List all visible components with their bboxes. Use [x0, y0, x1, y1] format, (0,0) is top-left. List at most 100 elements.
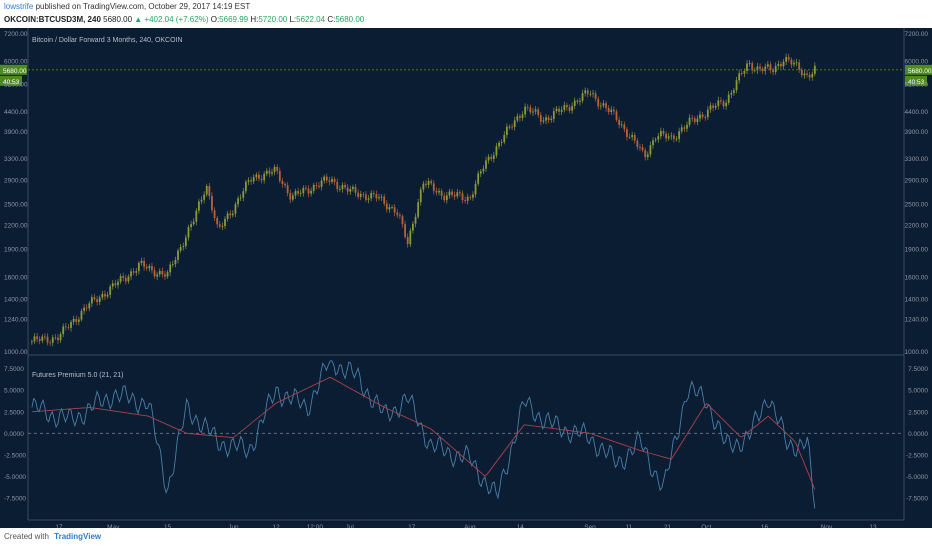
price-axis-right-tick: 2500.00 — [905, 202, 929, 209]
candle-body — [302, 187, 305, 194]
candle-body — [320, 180, 323, 187]
oscillator-axis-left-tick: 5.0000 — [4, 388, 24, 395]
candle-body — [51, 337, 54, 343]
candle-body — [187, 227, 190, 238]
candle-body — [208, 186, 211, 196]
candle-body — [787, 57, 790, 60]
candle-body — [811, 73, 814, 78]
candle-body — [667, 136, 670, 139]
candle-body — [323, 176, 326, 181]
candle-body — [584, 90, 587, 94]
candle-body — [93, 297, 96, 300]
candle-body — [764, 66, 767, 72]
candle-body — [472, 194, 474, 198]
time-axis-tick: 14 — [517, 524, 525, 528]
candle-body — [57, 337, 59, 341]
candle-body — [673, 135, 675, 139]
candle-body — [644, 150, 647, 158]
candle-body — [140, 260, 143, 264]
price-axis-right-tick: 1900.00 — [905, 246, 929, 253]
candle-body — [234, 204, 237, 214]
candle-body — [652, 140, 654, 146]
time-axis-tick: 21 — [664, 524, 672, 528]
candle-body — [532, 111, 534, 113]
candle-body — [96, 299, 99, 303]
candle-body — [516, 116, 519, 121]
candle-body — [490, 156, 493, 159]
candle-body — [132, 271, 135, 273]
candle-body — [780, 63, 782, 67]
candle-body — [552, 111, 555, 119]
countdown-badge-right-bg — [905, 75, 927, 86]
candle-body — [432, 183, 435, 191]
candle-body — [610, 109, 613, 112]
oscillator-title: Futures Premium 5.0 (21, 21) — [32, 372, 123, 379]
candle-body — [328, 180, 331, 182]
candle-body — [231, 213, 234, 216]
candle-body — [59, 334, 62, 341]
candle-body — [98, 297, 101, 303]
price-axis-right-tick: 7200.00 — [905, 31, 929, 38]
candle-body — [699, 114, 701, 119]
oscillator-pane[interactable] — [31, 360, 816, 509]
candle-body — [331, 179, 333, 182]
candle-body — [398, 215, 401, 217]
candle-body — [425, 183, 427, 185]
candle-body — [145, 266, 148, 269]
price-axis-left-tick: 3300.00 — [4, 156, 28, 163]
candle-body — [683, 127, 686, 129]
author-link[interactable]: lowstrife — [4, 2, 34, 11]
candle-body — [359, 194, 362, 197]
candle-body — [495, 146, 498, 156]
time-axis-tick: 11 — [625, 524, 632, 528]
price-badge-right: 5680.00 — [908, 68, 932, 75]
candle-body — [203, 194, 206, 200]
candle-body — [166, 272, 169, 277]
price-pane[interactable]: 5680.00 40:53 5680.00 40:53 — [0, 53, 932, 347]
candle-body — [443, 195, 446, 201]
candle-body — [365, 194, 367, 200]
candle-body — [336, 181, 339, 190]
candle-body — [310, 190, 313, 194]
tradingview-logo[interactable]: TradingView — [54, 532, 102, 541]
candle-body — [41, 336, 44, 341]
price-axis-right-tick: 3900.00 — [905, 129, 929, 136]
candle-body — [278, 170, 281, 182]
oscillator-axis-right-tick: -2.5000 — [906, 452, 928, 459]
candle-body — [727, 94, 730, 103]
price-axis-left-tick: 3900.00 — [4, 129, 28, 136]
candle-body — [117, 281, 119, 286]
candle-body — [344, 184, 346, 188]
time-axis-tick: 17 — [408, 524, 416, 528]
high-value: 5720.00 — [258, 15, 288, 24]
price-badge-left-bg — [0, 64, 27, 75]
candle-body — [706, 109, 709, 118]
candle-body — [174, 259, 177, 265]
candle-body — [200, 199, 203, 202]
candle-body — [808, 74, 811, 78]
candle-body — [519, 116, 521, 118]
candle-body — [539, 115, 542, 122]
price-axis-right-tick: 4400.00 — [905, 109, 929, 116]
candle-body — [255, 174, 258, 178]
price-axis-left-tick: 1600.00 — [4, 275, 28, 282]
candle-body — [273, 166, 276, 173]
candle-body — [114, 283, 117, 286]
candle-body — [633, 135, 636, 141]
candle-body — [589, 93, 592, 95]
candle-body — [383, 196, 386, 204]
candle-body — [485, 160, 487, 169]
candle-body — [581, 93, 584, 101]
time-axis-tick: Jul — [346, 524, 355, 528]
open-label: O: — [210, 15, 220, 24]
candle-body — [244, 181, 247, 192]
candle-body — [605, 103, 607, 108]
open-value: 5669.99 — [219, 15, 249, 24]
oscillator-axis-left-tick: 2.5000 — [4, 409, 24, 416]
candle-body — [701, 114, 704, 118]
countdown-badge-right: 40:53 — [908, 79, 925, 86]
candle-body — [205, 186, 208, 195]
candle-body — [686, 124, 688, 129]
candle-body — [659, 131, 662, 137]
chart-canvas[interactable]: 5680.00 40:53 5680.00 40:53 7200.00 7200.00 6… — [0, 28, 932, 528]
